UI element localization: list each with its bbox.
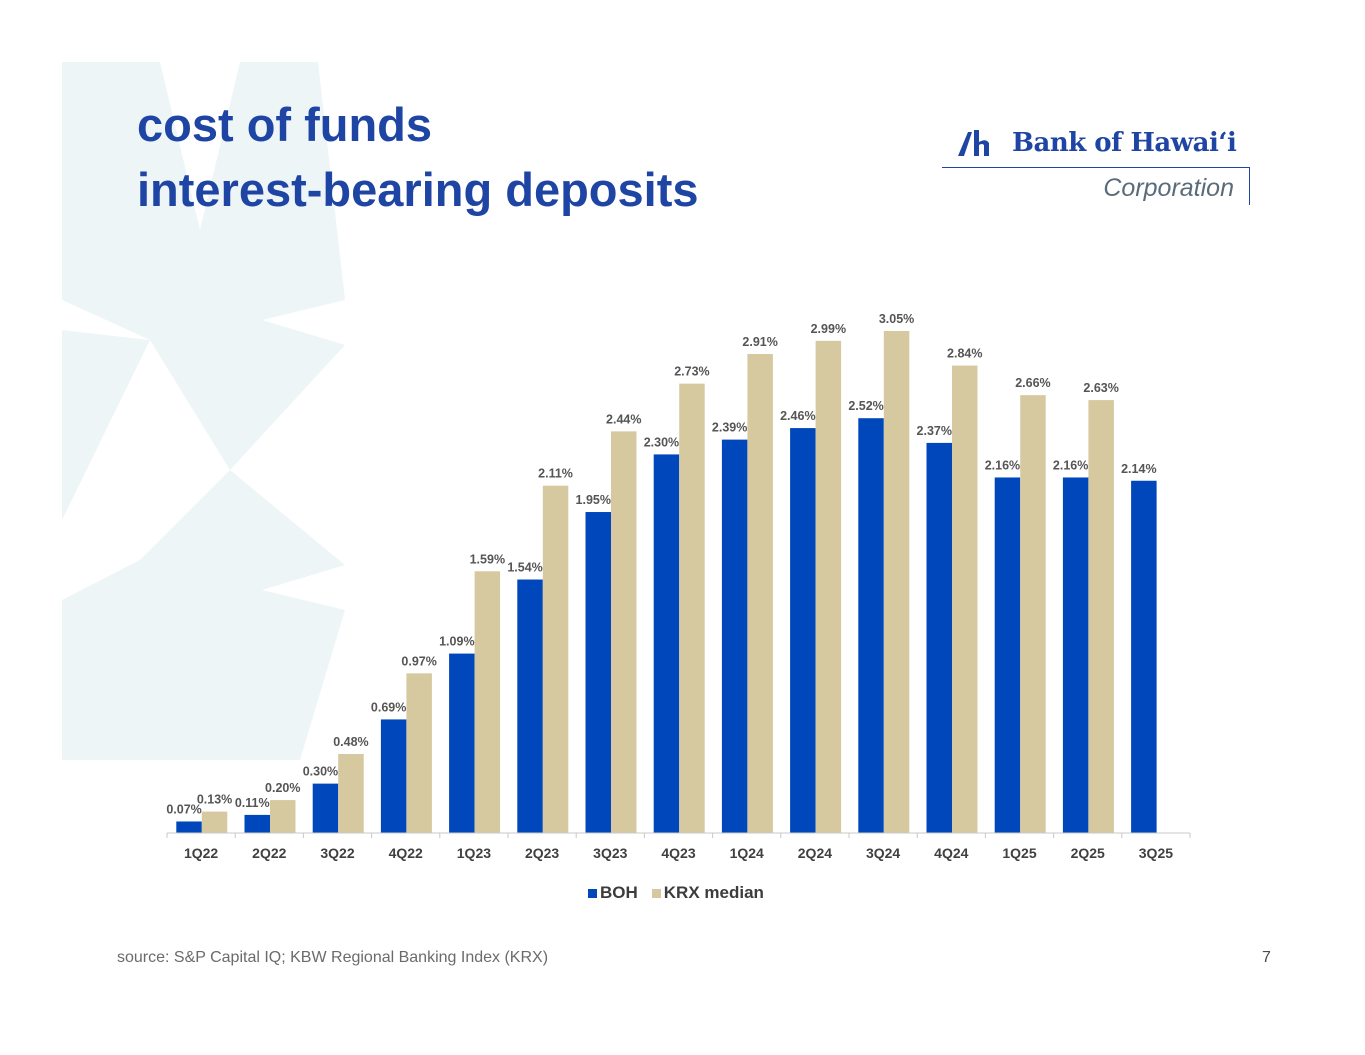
chart-value-labels: 0.07% 0.11% 0.30% 0.69% 1.09% 1.54% 1.95% 2.30%… [166,312,1156,817]
x-tick-label: 4Q24 [934,845,968,861]
legend-swatch-boh [588,888,597,898]
legend-label-krx-median: KRX median [663,883,764,902]
x-tick-label: 3Q25 [1139,845,1173,861]
krx-median-bar [338,753,364,833]
legend-item-krx-median: KRX median [651,883,764,903]
star-watermark-shape [62,62,345,760]
logo-vertical-divider [1249,168,1250,205]
boh-value-label: 0.30% [303,765,338,779]
x-tick-label: 3Q24 [866,845,900,861]
chart-bars [176,330,1157,833]
krx-median-value-label: 0.13% [197,793,232,807]
boh-bar [449,653,475,833]
krx-median-value-label: 3.05% [879,312,914,326]
krx-median-bar [542,485,569,833]
krx-median-value-label: 2.66% [1015,376,1050,390]
krx-median-value-label: 0.20% [265,781,300,795]
x-tick-label: 2Q22 [252,845,286,861]
logo-divider [942,167,1250,168]
krx-median-bar [747,354,773,833]
boh-bar [994,477,1021,833]
boh-value-label: 0.07% [166,802,201,816]
x-tick-label: 1Q24 [730,845,764,861]
boh-value-label: 2.52% [848,399,883,413]
boh-bar [244,814,270,833]
x-tick-label: 2Q24 [798,845,832,861]
boh-bar [380,719,407,833]
x-tick-label: 1Q25 [1002,845,1036,861]
krx-median-bar [1088,400,1114,833]
x-axis-tick-labels: 1Q22 2Q22 3Q22 4Q22 1Q23 2Q23 3Q23 4Q23 1Q24 2Q24… [184,845,1173,861]
boh-value-label: 0.69% [371,700,406,714]
krx-median-value-label: 2.63% [1083,381,1118,395]
bank-logo-name: Bank of Hawaiʻi [1012,128,1237,158]
boh-value-label: 2.30% [644,435,679,449]
krx-median-value-label: 2.11% [538,467,573,481]
krx-median-value-label: 2.73% [674,365,709,379]
boh-bar [653,454,680,833]
krx-median-bar [952,365,978,833]
boh-value-label: 2.16% [1053,458,1088,472]
krx-median-bar [883,330,910,833]
boh-value-label: 2.39% [712,421,747,435]
boh-bar [721,439,748,833]
krx-median-bar [406,673,432,833]
krx-median-value-label: 2.91% [742,335,777,349]
x-tick-label: 1Q22 [184,845,218,861]
bank-logo-mark-icon [958,130,989,156]
x-tick-label: 3Q23 [593,845,627,861]
x-tick-label: 1Q23 [457,845,491,861]
x-tick-label: 2Q23 [525,845,559,861]
x-tick-label: 4Q22 [389,845,423,861]
bank-logo-subtitle: Corporation [1103,174,1234,202]
krx-median-bar [815,340,842,833]
krx-median-value-label: 0.97% [401,654,436,668]
krx-median-bar [1020,395,1046,833]
krx-median-value-label: 1.59% [470,552,505,566]
boh-value-label: 2.46% [780,409,815,423]
legend-label-boh: BOH [600,883,638,902]
boh-value-label: 2.14% [1121,462,1156,476]
page-number: 7 [1262,949,1271,966]
legend-item-boh: BOH [588,883,638,903]
x-tick-label: 4Q23 [661,845,695,861]
boh-bar [858,418,884,833]
boh-bar [176,821,202,833]
boh-bar [517,579,543,833]
boh-value-label: 2.37% [917,424,952,438]
krx-median-bar [270,800,296,833]
page-title-line-2: interest-bearing deposits [137,163,699,216]
krx-median-value-label: 0.48% [333,735,368,749]
bank-logo: Bank of Hawaiʻi Corporation [942,118,1252,208]
boh-value-label: 1.54% [507,561,542,575]
boh-bar [1062,477,1089,833]
krx-median-bar [474,571,501,833]
boh-bar [585,512,611,833]
legend-swatch-krx-median [651,888,661,898]
boh-value-label: 2.16% [985,458,1020,472]
krx-median-bar [201,811,228,833]
boh-bar [790,428,816,833]
x-tick-label: 3Q22 [320,845,354,861]
page-title-line-1: cost of funds [137,98,433,151]
chart-legend: BOH KRX median [588,883,778,903]
boh-bar [926,442,952,833]
boh-value-label: 1.09% [439,635,474,649]
boh-value-label: 1.95% [576,493,611,507]
x-tick-label: 2Q25 [1071,845,1105,861]
boh-bar [312,783,339,833]
krx-median-value-label: 2.99% [811,322,846,336]
krx-median-value-label: 2.44% [606,412,641,426]
x-axis-ticks [166,833,1191,838]
krx-median-value-label: 2.84% [947,347,982,361]
krx-median-bar [679,383,705,833]
boh-bar [1131,480,1157,833]
boh-value-label: 0.11% [235,796,270,810]
krx-median-bar [611,431,637,833]
source-note: source: S&P Capital IQ; KBW Regional Ban… [117,949,549,966]
